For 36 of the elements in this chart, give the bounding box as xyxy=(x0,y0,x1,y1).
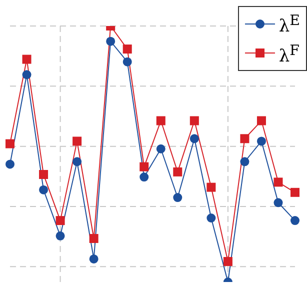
point xyxy=(89,254,98,264)
legend-label: λ$^{F}$ xyxy=(278,42,300,68)
point xyxy=(274,178,283,187)
point xyxy=(122,57,132,66)
point xyxy=(6,160,14,169)
point xyxy=(274,198,283,208)
point xyxy=(290,216,300,226)
point xyxy=(206,182,216,192)
point xyxy=(89,234,98,243)
point xyxy=(106,36,116,46)
point xyxy=(290,188,300,197)
point xyxy=(22,70,32,80)
point xyxy=(56,216,65,226)
point xyxy=(173,167,182,176)
point xyxy=(190,116,199,126)
point xyxy=(173,193,182,202)
point xyxy=(190,134,199,144)
point xyxy=(122,44,132,54)
point xyxy=(140,162,149,172)
point xyxy=(6,139,14,148)
point xyxy=(240,157,250,166)
legend-label: λ$^{E}$ xyxy=(278,12,300,39)
point xyxy=(72,157,82,166)
point xyxy=(256,116,266,126)
point xyxy=(156,116,166,126)
point xyxy=(72,136,82,146)
point xyxy=(223,257,232,266)
point xyxy=(240,134,250,144)
point xyxy=(256,136,266,146)
point xyxy=(206,214,216,222)
point xyxy=(39,170,48,179)
point xyxy=(22,54,32,64)
point xyxy=(140,172,149,182)
point xyxy=(39,185,48,194)
point xyxy=(56,231,65,240)
point xyxy=(156,144,166,154)
